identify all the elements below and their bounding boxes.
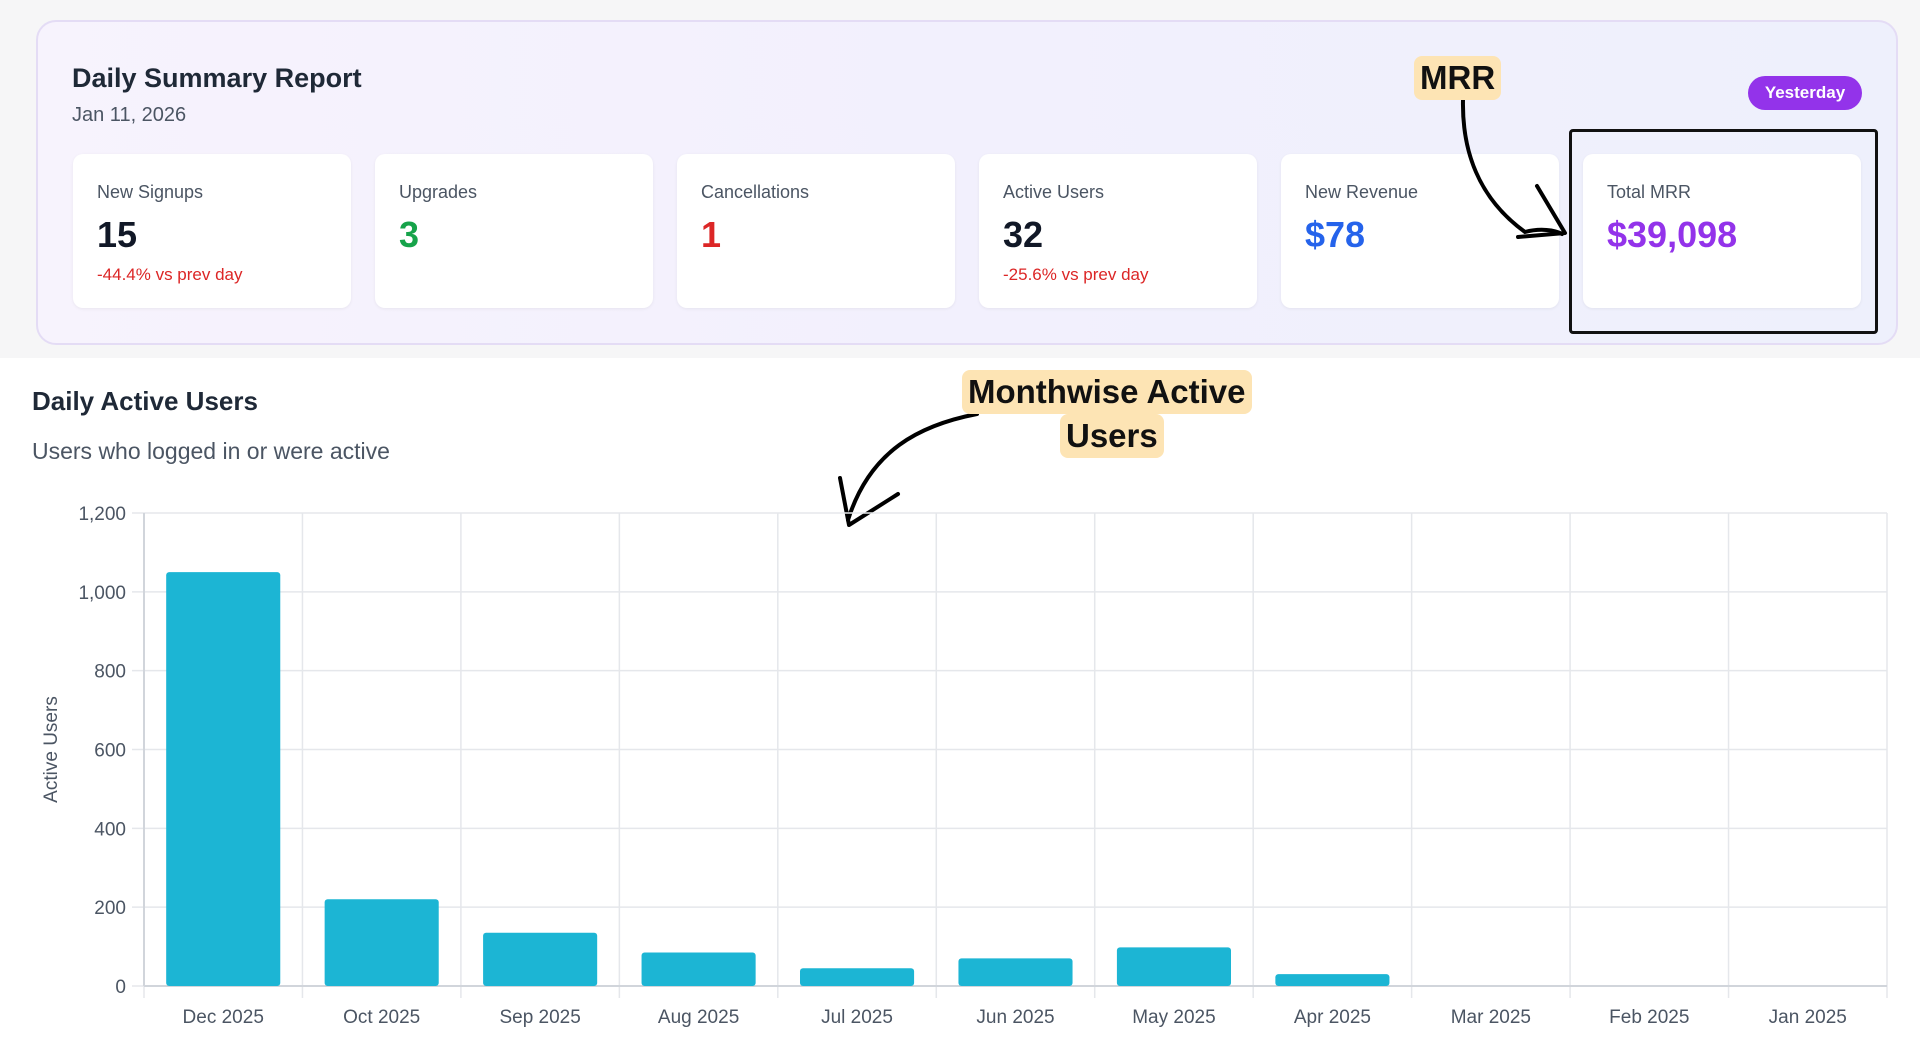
x-tick-label: Sep 2025 [499,1007,580,1028]
bar [1116,947,1231,986]
x-tick-label: May 2025 [1132,1007,1215,1028]
summary-date: Jan 11, 2026 [72,104,187,126]
bar [958,958,1073,986]
bar [324,899,439,986]
x-tick-label: Jun 2025 [976,1007,1054,1028]
new-signups-card: New Signups 15 -44.4% vs prev day [73,154,351,308]
card-label: Cancellations [701,182,810,202]
chart-subtitle: Users who logged in or were active [32,438,390,464]
x-tick-label: Dec 2025 [183,1007,264,1028]
y-tick-label: 1,000 [78,583,126,604]
mrr-highlight-box [1569,129,1878,334]
x-tick-label: Aug 2025 [658,1007,739,1028]
x-tick-label: Mar 2025 [1451,1007,1531,1028]
card-value: 15 [97,214,138,255]
x-tick-label: Jul 2025 [821,1007,893,1028]
card-label: Active Users [1003,182,1105,202]
total-mrr-card: Total MRR $39,098 [1583,154,1861,308]
card-value: 32 [1003,214,1044,255]
x-tick-label: Jan 2025 [1769,1007,1847,1028]
card-delta: -44.4% vs prev day [97,265,243,284]
cancellations-card: Cancellations 1 [677,154,955,308]
active-users-card: Active Users 32 -25.6% vs prev day [979,154,1257,308]
card-label: New Signups [97,182,204,202]
card-value: 1 [701,214,722,255]
bar [166,572,281,986]
y-axis-title: Active Users [41,696,62,803]
bar [641,952,756,986]
bar [1275,974,1390,986]
x-tick-label: Feb 2025 [1609,1007,1689,1028]
y-tick-label: 600 [94,741,126,762]
monthwise-annotation-line2: Users [1060,414,1164,458]
card-value: $39,098 [1607,214,1738,255]
new-revenue-card: New Revenue $78 [1281,154,1559,308]
x-tick-label: Apr 2025 [1294,1007,1371,1028]
card-label: Total MRR [1607,182,1692,202]
mrr-annotation: MRR [1414,56,1502,100]
card-delta: -25.6% vs prev day [1003,265,1149,284]
bar [800,968,915,986]
y-tick-label: 400 [94,819,126,840]
yesterday-badge[interactable]: Yesterday [1748,76,1862,110]
card-value: $78 [1305,214,1366,255]
active-users-bar-chart: 0 200 400 600 800 1,000 1,200 Dec 2025 Oct 2025 S… [41,504,1888,1028]
monthwise-annotation-line1: Monthwise Active [962,370,1252,414]
y-tick-label: 0 [115,977,126,998]
bar [483,932,598,986]
summary-title: Daily Summary Report [72,63,362,93]
card-value: 3 [399,214,420,255]
x-tick-label: Oct 2025 [343,1007,420,1028]
y-tick-label: 200 [94,898,126,919]
y-tick-label: 1,200 [78,504,126,525]
upgrades-card: Upgrades 3 [375,154,653,308]
chart-title: Daily Active Users [32,386,258,416]
y-tick-label: 800 [94,662,126,683]
card-label: New Revenue [1305,182,1419,202]
card-label: Upgrades [399,182,478,202]
